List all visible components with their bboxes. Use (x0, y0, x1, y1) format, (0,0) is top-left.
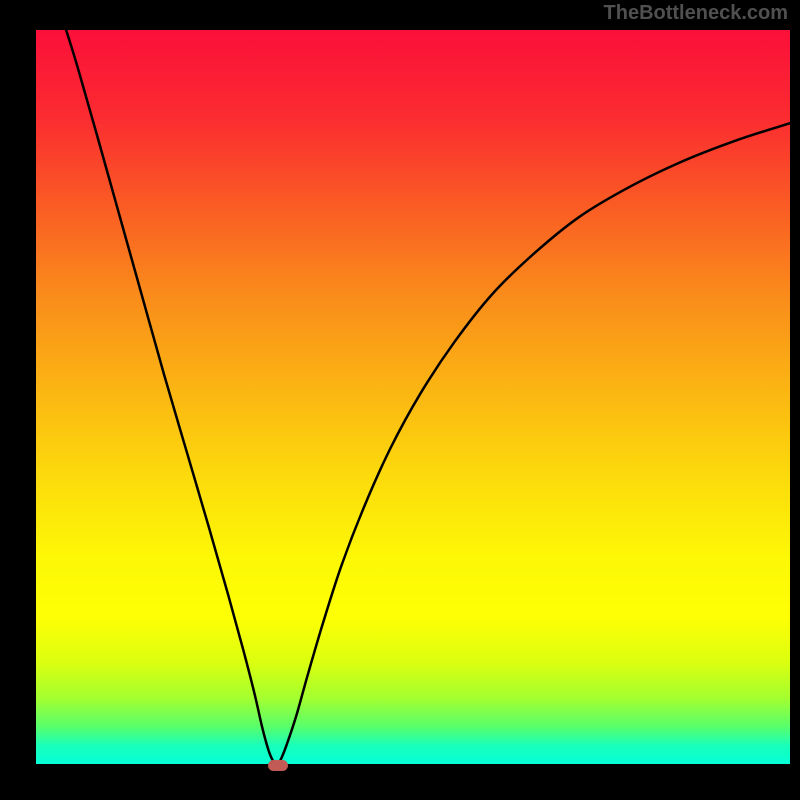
plot-area (36, 30, 790, 764)
watermark-label: TheBottleneck.com (604, 2, 788, 25)
chart-container: TheBottleneck.com (0, 0, 800, 800)
minimum-marker (268, 760, 288, 771)
